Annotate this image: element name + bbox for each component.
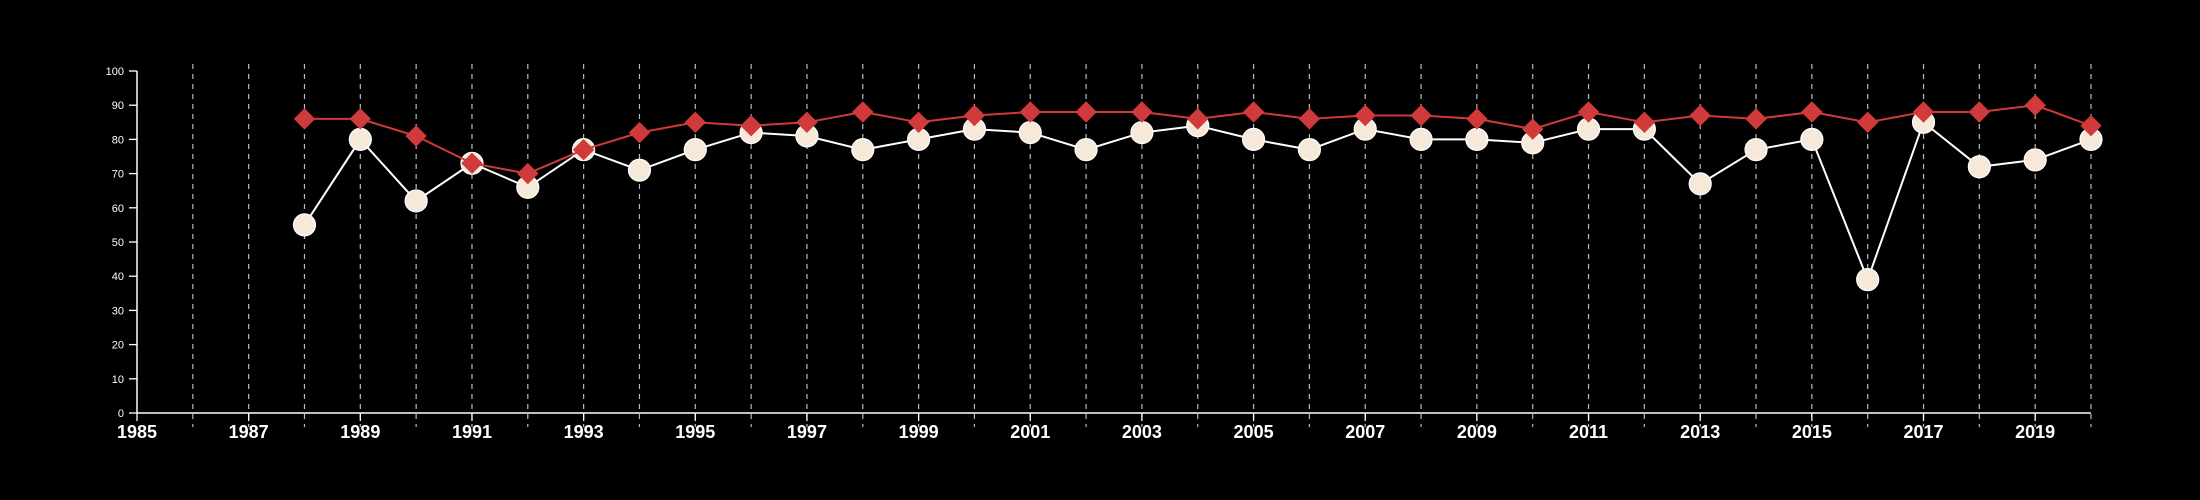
data-point xyxy=(1131,101,1153,123)
series-red-diamond xyxy=(293,94,2102,185)
y-tick-label: 30 xyxy=(112,305,124,317)
data-point xyxy=(2023,148,2047,172)
data-point xyxy=(627,158,652,182)
data-point xyxy=(740,114,762,137)
x-tick-label: 1997 xyxy=(787,422,827,442)
data-point xyxy=(1521,118,1544,140)
data-point xyxy=(1242,101,1265,123)
data-point xyxy=(628,121,651,144)
data-point xyxy=(852,101,874,123)
y-tick-label: 60 xyxy=(112,203,124,215)
y-tick-label: 20 xyxy=(112,340,124,352)
data-point xyxy=(1466,108,1488,130)
data-point xyxy=(572,138,595,161)
y-tick-label: 10 xyxy=(112,374,124,386)
x-tick-label: 1985 xyxy=(117,422,157,442)
data-point xyxy=(405,125,427,147)
data-point xyxy=(1186,108,1209,130)
data-point xyxy=(517,162,539,185)
data-point xyxy=(1297,138,1322,162)
data-point xyxy=(2024,94,2046,116)
data-point xyxy=(851,138,875,162)
x-tick-label: 1989 xyxy=(340,422,380,442)
y-tick-label: 80 xyxy=(112,134,124,146)
data-point xyxy=(349,108,372,130)
data-point xyxy=(1241,127,1266,151)
data-point xyxy=(1800,127,1824,151)
data-point xyxy=(1745,108,1767,130)
y-tick-label: 100 xyxy=(106,66,124,78)
data-point xyxy=(1689,104,1711,127)
x-tick-label: 2001 xyxy=(1010,422,1050,442)
x-tick-label: 2009 xyxy=(1457,422,1497,442)
data-point xyxy=(1075,101,1097,123)
series xyxy=(292,94,2103,292)
y-tick-label: 0 xyxy=(118,408,124,420)
data-point xyxy=(348,127,372,151)
x-tick-label: 1993 xyxy=(564,422,604,442)
y-tick-label: 50 xyxy=(112,237,124,249)
data-point xyxy=(963,104,986,127)
data-point xyxy=(683,138,707,162)
data-point xyxy=(1409,127,1433,151)
data-point xyxy=(1018,120,1042,145)
data-point xyxy=(796,111,818,134)
data-point xyxy=(684,111,707,134)
data-point xyxy=(1410,104,1432,127)
data-point xyxy=(907,111,930,134)
y-tick-label: 70 xyxy=(112,169,124,181)
x-tick-label: 2013 xyxy=(1680,422,1720,442)
data-point xyxy=(1019,101,1042,123)
y-tick-label: 40 xyxy=(112,271,124,283)
data-point xyxy=(2080,114,2102,137)
data-point xyxy=(1465,127,1489,151)
x-tick-label: 1995 xyxy=(675,422,715,442)
data-point xyxy=(1968,101,1991,123)
data-point xyxy=(1130,120,1154,145)
x-tick-label: 2003 xyxy=(1122,422,1162,442)
data-point xyxy=(1912,101,1935,123)
data-point xyxy=(1688,172,1712,196)
x-tick-label: 2015 xyxy=(1792,422,1832,442)
x-tick-label: 2011 xyxy=(1569,422,1608,442)
data-point xyxy=(1633,111,1656,134)
x-tick-label: 2005 xyxy=(1234,422,1274,442)
axes: 0 10 20 30 40 50 60 70 80 90 100 1985 1987 1989 1991 19… xyxy=(106,66,2091,442)
data-point xyxy=(293,108,316,130)
series-white-circle xyxy=(292,110,2103,292)
x-tick-label: 2017 xyxy=(1903,422,1943,442)
x-tick-label: 1991 xyxy=(452,422,492,442)
data-point xyxy=(1856,111,1879,134)
x-tick-label: 1987 xyxy=(229,422,269,442)
data-point xyxy=(1577,101,1600,123)
x-tick-label: 1999 xyxy=(899,422,939,442)
data-point xyxy=(1744,138,1768,162)
data-point xyxy=(1354,104,1376,127)
x-tick-label: 2007 xyxy=(1345,422,1385,442)
data-point xyxy=(292,213,317,237)
data-point xyxy=(404,189,428,213)
data-point xyxy=(1856,268,1880,292)
data-point xyxy=(1801,101,1823,123)
data-point xyxy=(1967,155,1991,179)
x-tick-label: 2019 xyxy=(2015,422,2055,442)
data-point xyxy=(1074,138,1098,162)
data-point xyxy=(461,152,483,175)
y-tick-label: 90 xyxy=(112,100,124,112)
data-point xyxy=(1298,108,1321,130)
